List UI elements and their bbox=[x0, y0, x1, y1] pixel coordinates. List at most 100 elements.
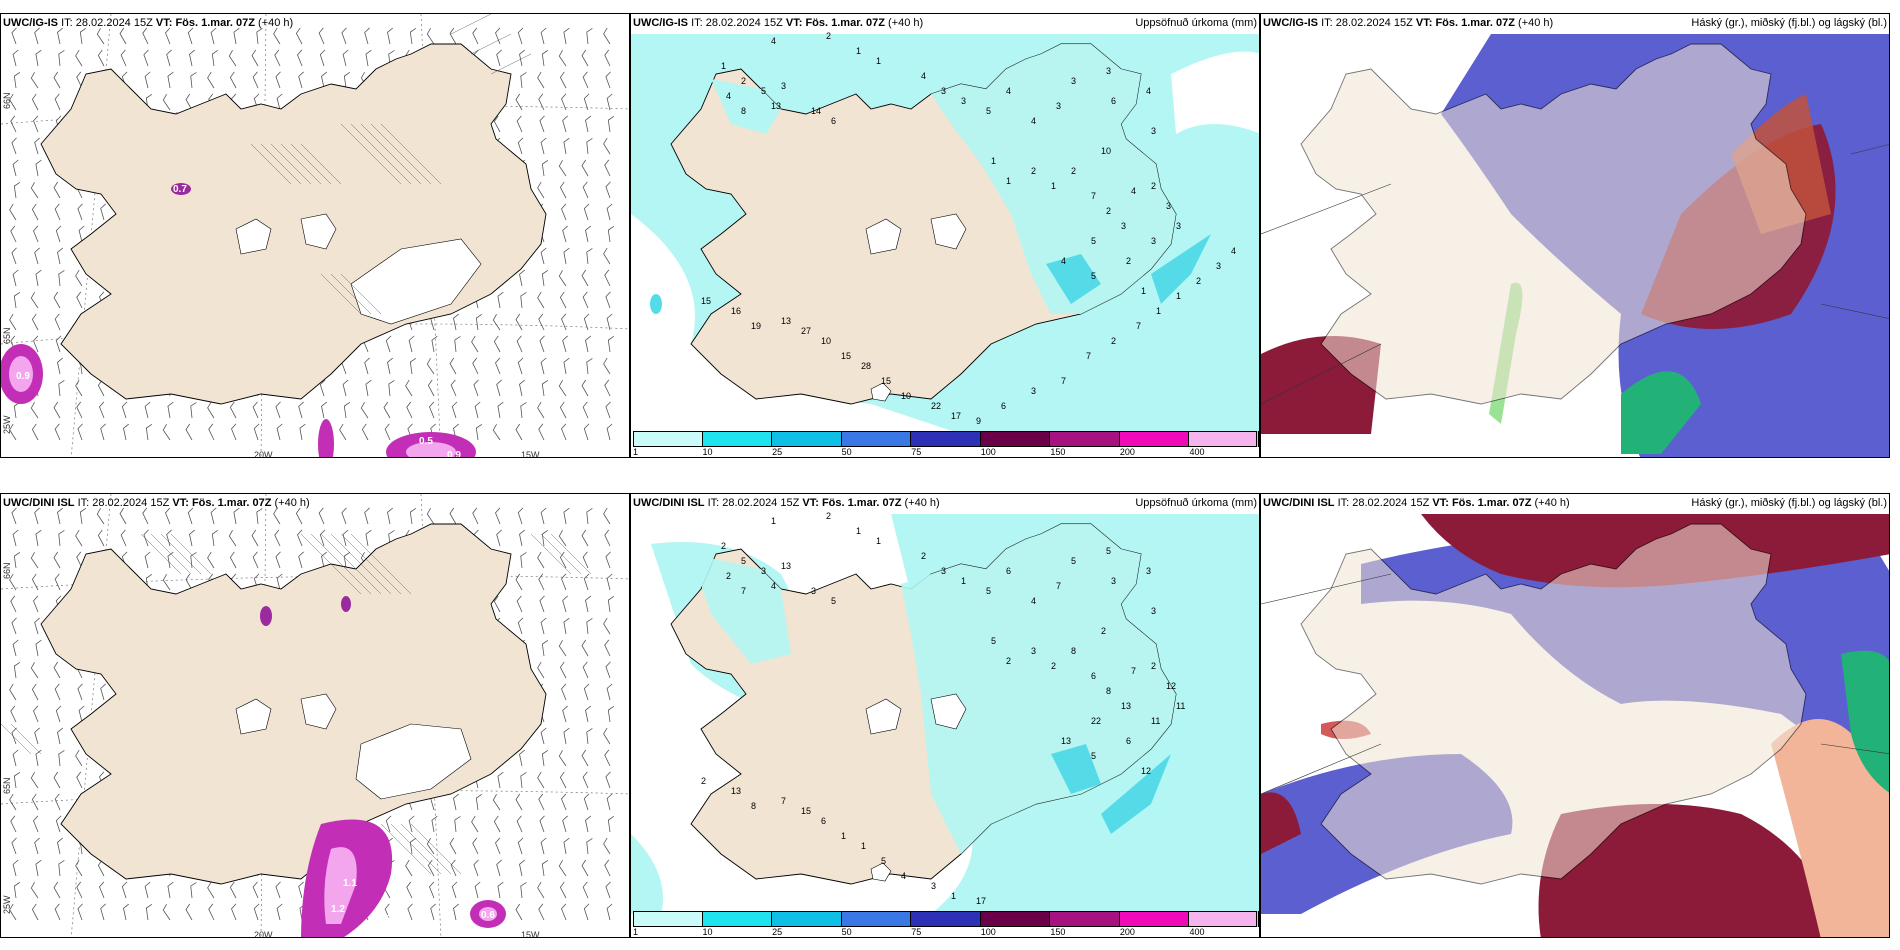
wind-barb bbox=[12, 639, 19, 657]
wind-barb bbox=[187, 507, 194, 525]
cloud-map-bottom bbox=[1261, 514, 1889, 937]
wind-barb bbox=[585, 595, 591, 613]
wind-barb bbox=[256, 28, 263, 45]
wind-barb bbox=[77, 203, 83, 221]
wind-barb bbox=[58, 270, 65, 287]
precip-value-label: 13 bbox=[731, 786, 741, 796]
wind-label: 0.6 bbox=[481, 910, 495, 921]
lead-time: (+40 h) bbox=[258, 17, 294, 29]
precip-value-label: 3 bbox=[1146, 566, 1151, 576]
wind-barb bbox=[298, 881, 304, 899]
wind-barb bbox=[11, 507, 17, 525]
wind-barb bbox=[276, 423, 283, 441]
wind-barb bbox=[540, 507, 547, 525]
it-value: 28.02.2024 15Z bbox=[705, 17, 783, 29]
precip-value-label: 5 bbox=[1106, 546, 1111, 556]
precip-value-label: 4 bbox=[1006, 86, 1011, 96]
panel-header: UWC/DINI ISL IT: 28.02.2024 15Z VT: Fös.… bbox=[633, 495, 1257, 511]
wind-barb bbox=[539, 115, 545, 133]
wind-barb bbox=[162, 424, 171, 441]
colorbar-tick-label: 1 bbox=[633, 447, 639, 457]
panel-precip-top: 4 2 1 1 1 2 5 3 4 8 13 14 6 4 3 3 5 4 4 3 3 3 6 3 4 10 1 1 2 1 2 7 2 4 2 3 3… bbox=[630, 13, 1260, 458]
wind-barb bbox=[493, 115, 501, 133]
wind-barb bbox=[256, 508, 263, 525]
wind-barb bbox=[562, 115, 568, 133]
wind-barb bbox=[541, 859, 549, 877]
wind-barb bbox=[405, 859, 413, 877]
wind-barb bbox=[365, 379, 372, 397]
wind-barb bbox=[123, 903, 129, 921]
wind-barb bbox=[427, 859, 435, 877]
precip-value-label: 3 bbox=[961, 96, 966, 106]
precip-value-label: 1 bbox=[771, 516, 776, 526]
precip-value-label: 1 bbox=[961, 576, 966, 586]
colorbar-segment bbox=[633, 431, 703, 447]
precip-value-label: 7 bbox=[1091, 191, 1096, 201]
wind-barb bbox=[30, 772, 39, 789]
wind-barb bbox=[520, 882, 527, 899]
wind-barb bbox=[229, 401, 237, 419]
precip-value-label: 3 bbox=[1071, 76, 1076, 86]
wind-barb bbox=[275, 71, 281, 89]
precip-value-label: 2 bbox=[1051, 661, 1056, 671]
lat-label: 66N bbox=[2, 562, 12, 579]
wind-barb bbox=[13, 661, 21, 679]
wind-barb bbox=[31, 423, 39, 441]
wind-barb bbox=[167, 401, 174, 419]
wind-barb bbox=[190, 552, 197, 569]
wind-barb bbox=[55, 705, 62, 723]
wind-label: 1.1 bbox=[343, 878, 357, 889]
wind-barb bbox=[364, 27, 370, 45]
wind-barb bbox=[208, 903, 215, 921]
wind-barb bbox=[76, 881, 83, 899]
precip-value-label: 2 bbox=[721, 541, 726, 551]
wind-barb bbox=[187, 27, 194, 45]
wind-barb bbox=[360, 402, 369, 419]
precip-value-label: 3 bbox=[1106, 66, 1111, 76]
wind-barb bbox=[559, 401, 567, 419]
precip-value-label: 1 bbox=[861, 841, 866, 851]
wind-barb bbox=[273, 507, 281, 525]
wind-barb bbox=[11, 27, 17, 45]
wind-barb bbox=[561, 313, 567, 331]
wind-barb bbox=[252, 881, 259, 899]
precip-value-label: 1 bbox=[1156, 306, 1161, 316]
wind-barb bbox=[298, 401, 304, 419]
precip-value-label: 4 bbox=[1061, 256, 1066, 266]
precip-value-label: 2 bbox=[1031, 166, 1036, 176]
wind-barb bbox=[603, 617, 611, 635]
precip-value-label: 2 bbox=[826, 31, 831, 41]
wind-barb bbox=[75, 859, 83, 877]
wind-barb bbox=[75, 749, 83, 767]
wind-barb bbox=[76, 551, 83, 569]
wind-barb bbox=[79, 27, 87, 45]
lon-label: 20W bbox=[254, 450, 273, 458]
wind-barb bbox=[561, 903, 567, 921]
lat-label: 65N bbox=[2, 327, 12, 344]
wind-barb bbox=[319, 379, 326, 397]
wind-label: 0.5 bbox=[419, 436, 433, 447]
wind-barb bbox=[208, 423, 215, 441]
wind-barb bbox=[603, 247, 611, 265]
wind-barb bbox=[342, 379, 349, 397]
wind-barb bbox=[10, 815, 17, 833]
wind-barb bbox=[207, 551, 215, 569]
wind-barb bbox=[517, 357, 524, 375]
wind-barb bbox=[563, 27, 570, 45]
wind-barb bbox=[97, 859, 105, 877]
wind-barb bbox=[495, 357, 501, 375]
wind-barb bbox=[167, 71, 174, 89]
wind-barb bbox=[9, 423, 17, 441]
precip-value-label: 19 bbox=[751, 321, 761, 331]
wind-barb bbox=[519, 49, 525, 67]
wind-barb bbox=[31, 903, 39, 921]
colorbar-segment bbox=[911, 431, 981, 447]
precip-value-label: 2 bbox=[701, 776, 706, 786]
wind-barb bbox=[541, 529, 549, 547]
wind-barb bbox=[100, 203, 106, 221]
wind-barb bbox=[581, 49, 589, 67]
wind-barb bbox=[561, 573, 567, 591]
wind-barb bbox=[162, 94, 171, 111]
wind-barb bbox=[299, 423, 306, 441]
